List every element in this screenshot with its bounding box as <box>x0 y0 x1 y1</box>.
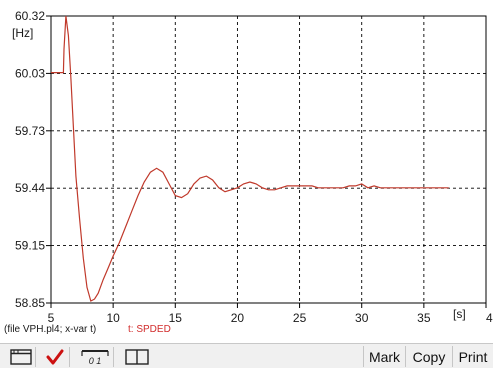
window-icon[interactable] <box>6 347 36 367</box>
scale-icon[interactable]: 0 1 <box>76 347 114 367</box>
y-axis-ticks: 60.32 60.03 59.73 59.44 59.15 58.85 <box>15 9 51 310</box>
mark-button[interactable]: Mark <box>363 346 405 367</box>
x-axis-label: [s] <box>453 307 466 321</box>
x-tick-label: 30 <box>355 311 369 325</box>
x-axis-ticks: 5 10 15 20 25 30 35 40 <box>48 303 493 325</box>
scale-icon-label: 0 1 <box>88 356 101 366</box>
grid <box>51 16 486 303</box>
x-tick-label: 5 <box>48 311 55 325</box>
series-line <box>51 15 449 302</box>
y-tick-label: 58.85 <box>15 296 45 310</box>
copy-button[interactable]: Copy <box>405 346 452 367</box>
split-view-icon[interactable] <box>122 347 152 367</box>
x-tick-label: 25 <box>293 311 307 325</box>
x-tick-label: 35 <box>417 311 431 325</box>
x-tick-label: 15 <box>169 311 183 325</box>
series-label-text: t: SPDED <box>128 324 171 335</box>
y-tick-label: 60.32 <box>15 9 45 23</box>
y-tick-label: 59.44 <box>15 181 45 195</box>
y-tick-label: 60.03 <box>15 66 45 80</box>
y-axis-label: [Hz] <box>12 26 33 40</box>
plot-border <box>50 15 487 304</box>
print-button[interactable]: Print <box>452 346 493 367</box>
y-tick-label: 59.15 <box>15 239 45 253</box>
x-tick-label: 10 <box>106 311 120 325</box>
checkmark-icon[interactable] <box>40 347 70 367</box>
x-tick-label: 20 <box>231 311 245 325</box>
file-info-text: (file VPH.pl4; x-var t) <box>4 324 96 335</box>
y-tick-label: 59.73 <box>15 124 45 138</box>
toolbar: 0 1 Mark Copy Print <box>0 343 493 368</box>
x-tick-label: 40 <box>486 311 493 325</box>
